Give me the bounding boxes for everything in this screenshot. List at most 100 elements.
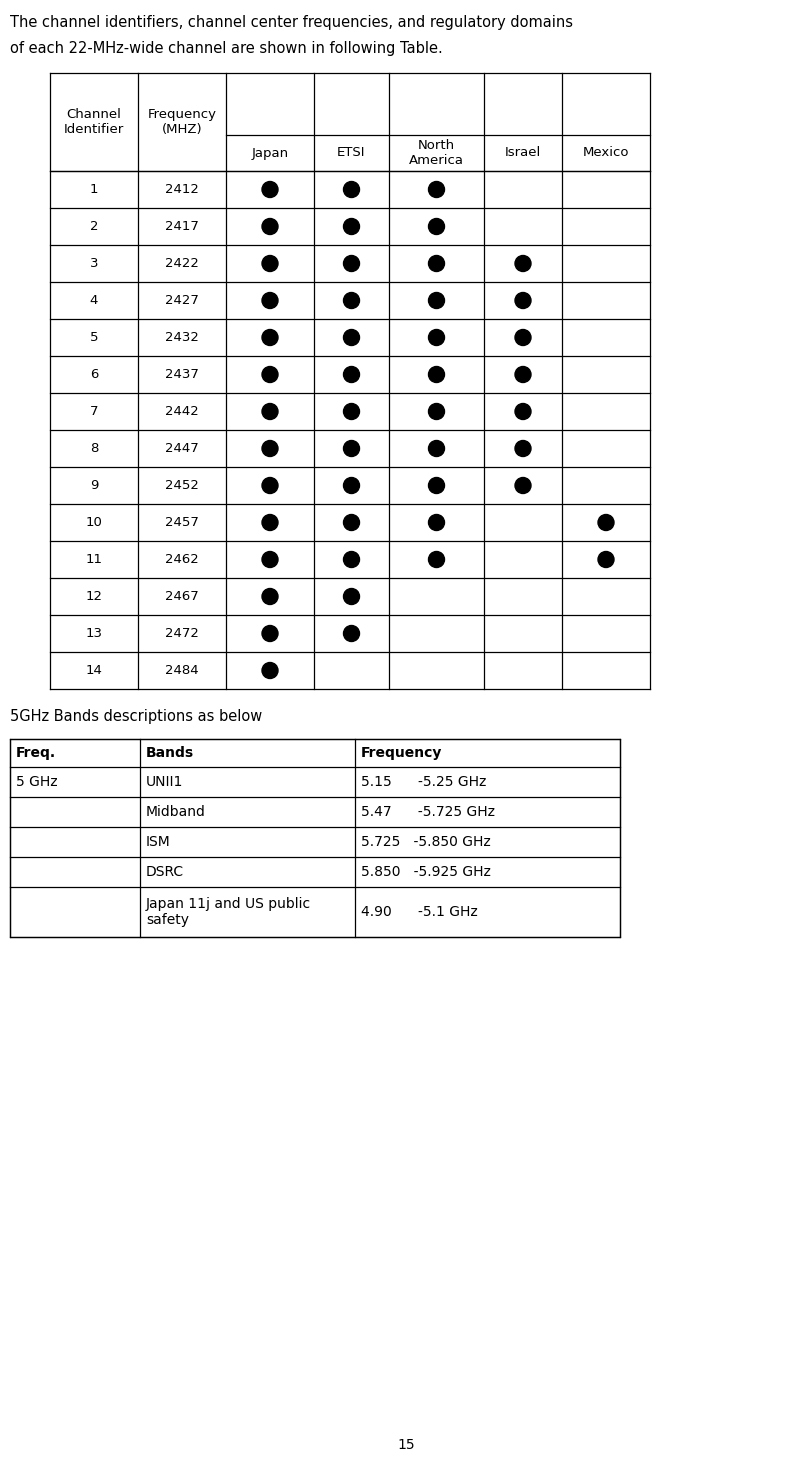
- Text: 15: 15: [397, 1438, 414, 1451]
- Circle shape: [343, 256, 359, 272]
- Text: Midband: Midband: [146, 805, 206, 819]
- Text: ISM: ISM: [146, 835, 170, 849]
- Circle shape: [428, 293, 444, 309]
- Circle shape: [428, 329, 444, 345]
- Text: of each 22-MHz-wide channel are shown in following Table.: of each 22-MHz-wide channel are shown in…: [10, 41, 442, 56]
- Text: 4: 4: [90, 294, 98, 307]
- Text: 13: 13: [85, 628, 102, 639]
- Text: 1: 1: [90, 183, 98, 196]
- Text: 2447: 2447: [165, 442, 199, 455]
- Circle shape: [262, 367, 277, 382]
- Text: 5GHz Bands descriptions as below: 5GHz Bands descriptions as below: [10, 710, 262, 724]
- Circle shape: [343, 588, 359, 604]
- Circle shape: [343, 181, 359, 198]
- Text: Frequency
(MHZ): Frequency (MHZ): [148, 108, 217, 136]
- Text: The channel identifiers, channel center frequencies, and regulatory domains: The channel identifiers, channel center …: [10, 16, 573, 31]
- Circle shape: [262, 626, 277, 641]
- Text: 14: 14: [85, 664, 102, 677]
- Circle shape: [262, 477, 277, 493]
- Circle shape: [343, 293, 359, 309]
- Text: 2457: 2457: [165, 516, 199, 530]
- Text: Bands: Bands: [146, 746, 194, 759]
- Circle shape: [428, 367, 444, 382]
- Text: Channel
Identifier: Channel Identifier: [64, 108, 124, 136]
- Text: North
America: North America: [409, 139, 463, 167]
- Text: 5 GHz: 5 GHz: [16, 775, 58, 789]
- Text: 3: 3: [90, 257, 98, 271]
- Circle shape: [343, 477, 359, 493]
- Circle shape: [428, 515, 444, 531]
- Circle shape: [428, 181, 444, 198]
- Text: 2452: 2452: [165, 478, 199, 492]
- Text: 2427: 2427: [165, 294, 199, 307]
- Circle shape: [262, 181, 277, 198]
- Circle shape: [428, 440, 444, 456]
- Circle shape: [514, 367, 530, 382]
- Text: 4.90      -5.1 GHz: 4.90 -5.1 GHz: [361, 906, 477, 919]
- Text: 5.725   -5.850 GHz: 5.725 -5.850 GHz: [361, 835, 490, 849]
- Circle shape: [597, 552, 613, 568]
- Circle shape: [343, 440, 359, 456]
- Circle shape: [514, 256, 530, 272]
- Circle shape: [428, 256, 444, 272]
- Bar: [10, 739, 620, 936]
- Text: Israel: Israel: [504, 146, 540, 159]
- Circle shape: [343, 626, 359, 641]
- Text: 5.47      -5.725 GHz: 5.47 -5.725 GHz: [361, 805, 495, 819]
- Circle shape: [514, 477, 530, 493]
- Circle shape: [428, 552, 444, 568]
- Text: 2412: 2412: [165, 183, 199, 196]
- Circle shape: [262, 404, 277, 420]
- Circle shape: [343, 404, 359, 420]
- Text: 2437: 2437: [165, 369, 199, 380]
- Text: Japan: Japan: [251, 146, 288, 159]
- Text: Frequency: Frequency: [361, 746, 442, 759]
- Text: 2442: 2442: [165, 405, 199, 418]
- Circle shape: [343, 218, 359, 234]
- Text: 8: 8: [90, 442, 98, 455]
- Circle shape: [428, 218, 444, 234]
- Circle shape: [262, 588, 277, 604]
- Text: 5: 5: [90, 331, 98, 344]
- Text: 2467: 2467: [165, 590, 199, 603]
- Text: 2422: 2422: [165, 257, 199, 271]
- Circle shape: [514, 404, 530, 420]
- Circle shape: [262, 440, 277, 456]
- Text: Mexico: Mexico: [582, 146, 629, 159]
- Text: 5.850   -5.925 GHz: 5.850 -5.925 GHz: [361, 865, 491, 879]
- Text: Freq.: Freq.: [16, 746, 56, 759]
- Text: 10: 10: [85, 516, 102, 530]
- Circle shape: [262, 329, 277, 345]
- Text: Japan 11j and US public
safety: Japan 11j and US public safety: [146, 897, 311, 928]
- Text: 2462: 2462: [165, 553, 199, 566]
- Text: 11: 11: [85, 553, 102, 566]
- Text: DSRC: DSRC: [146, 865, 184, 879]
- Text: UNII1: UNII1: [146, 775, 183, 789]
- Circle shape: [262, 515, 277, 531]
- Text: 7: 7: [90, 405, 98, 418]
- Circle shape: [428, 477, 444, 493]
- Circle shape: [262, 256, 277, 272]
- Circle shape: [514, 329, 530, 345]
- Circle shape: [343, 367, 359, 382]
- Text: 5.15      -5.25 GHz: 5.15 -5.25 GHz: [361, 775, 486, 789]
- Circle shape: [262, 552, 277, 568]
- Circle shape: [343, 515, 359, 531]
- Text: ETSI: ETSI: [337, 146, 365, 159]
- Text: 2472: 2472: [165, 628, 199, 639]
- Circle shape: [343, 329, 359, 345]
- Text: 2484: 2484: [165, 664, 199, 677]
- Text: 2: 2: [90, 219, 98, 233]
- Text: 2432: 2432: [165, 331, 199, 344]
- Circle shape: [262, 218, 277, 234]
- Circle shape: [343, 552, 359, 568]
- Text: 12: 12: [85, 590, 102, 603]
- Text: 6: 6: [90, 369, 98, 380]
- Circle shape: [262, 293, 277, 309]
- Circle shape: [262, 663, 277, 679]
- Circle shape: [597, 515, 613, 531]
- Text: 2417: 2417: [165, 219, 199, 233]
- Circle shape: [514, 293, 530, 309]
- Text: 9: 9: [90, 478, 98, 492]
- Circle shape: [428, 404, 444, 420]
